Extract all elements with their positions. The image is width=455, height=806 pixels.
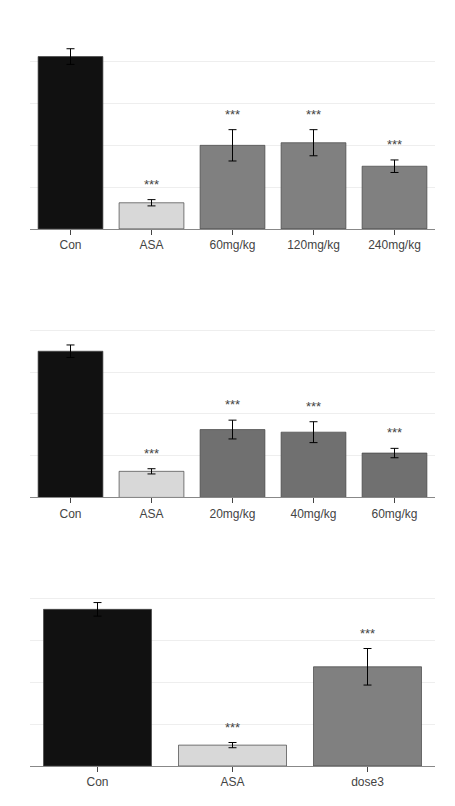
svg-text:ASA: ASA	[220, 775, 244, 789]
svg-text:***: ***	[306, 399, 321, 414]
svg-text:dose3: dose3	[351, 775, 384, 789]
svg-text:***: ***	[144, 177, 159, 192]
svg-text:***: ***	[225, 397, 240, 412]
svg-text:40mg/kg: 40mg/kg	[290, 507, 336, 521]
svg-text:20mg/kg: 20mg/kg	[209, 507, 255, 521]
svg-text:***: ***	[225, 107, 240, 122]
svg-text:Con: Con	[59, 507, 81, 521]
svg-text:***: ***	[306, 107, 321, 122]
svg-text:***: ***	[387, 137, 402, 152]
svg-text:240mg/kg: 240mg/kg	[368, 238, 421, 252]
svg-text:***: ***	[360, 626, 375, 641]
svg-text:60mg/kg: 60mg/kg	[209, 238, 255, 252]
svg-text:ASA: ASA	[139, 507, 163, 521]
svg-text:Con: Con	[86, 775, 108, 789]
svg-text:Con: Con	[59, 238, 81, 252]
svg-text:***: ***	[225, 720, 240, 735]
svg-text:***: ***	[144, 446, 159, 461]
svg-text:120mg/kg: 120mg/kg	[287, 238, 340, 252]
svg-text:60mg/kg: 60mg/kg	[371, 507, 417, 521]
svg-text:***: ***	[387, 425, 402, 440]
svg-text:ASA: ASA	[139, 238, 163, 252]
